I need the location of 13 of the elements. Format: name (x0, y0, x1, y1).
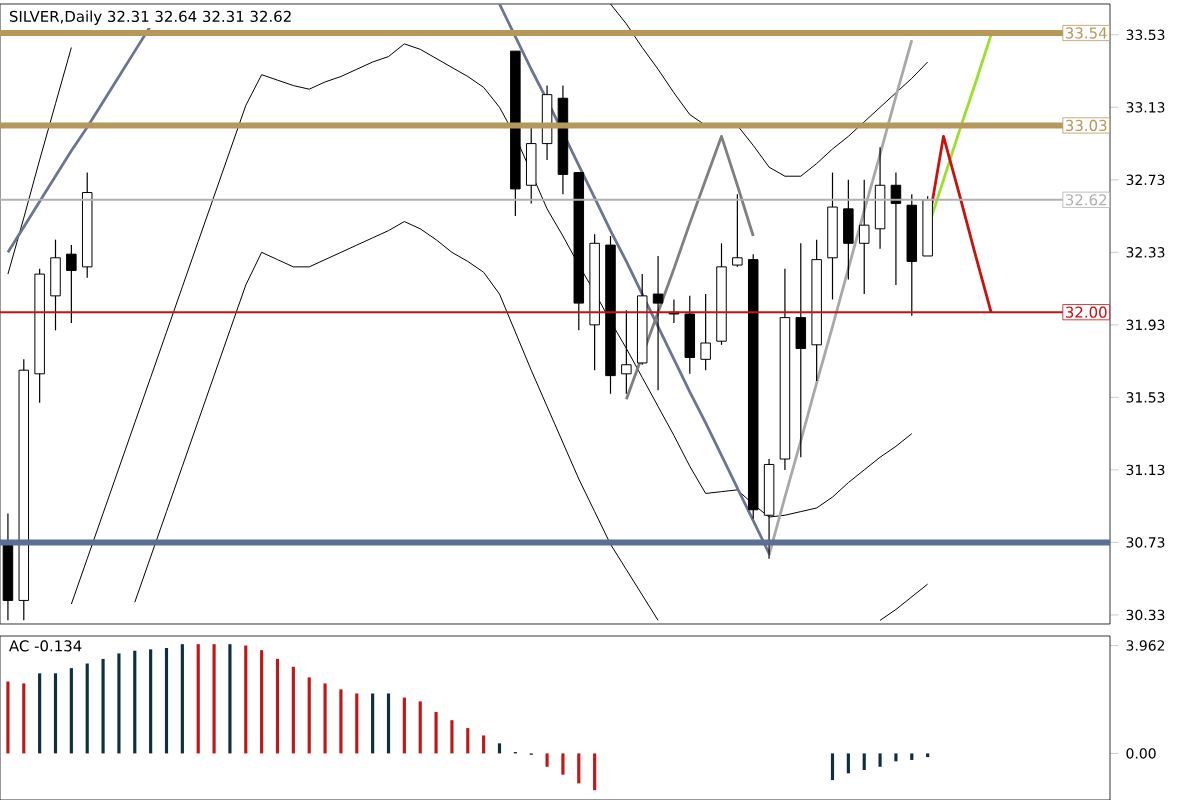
candlestick (732, 193, 743, 268)
candlestick (684, 295, 696, 375)
line-series (624, 134, 755, 401)
candlestick (700, 293, 711, 371)
candlestick (874, 146, 886, 250)
candlestick (795, 242, 807, 458)
candlestick (621, 309, 632, 395)
candlestick (525, 126, 537, 205)
candlestick (50, 239, 61, 331)
candlestick (66, 244, 77, 324)
candlestick (843, 179, 854, 281)
candlestick (652, 255, 664, 391)
candlestick (858, 179, 870, 295)
